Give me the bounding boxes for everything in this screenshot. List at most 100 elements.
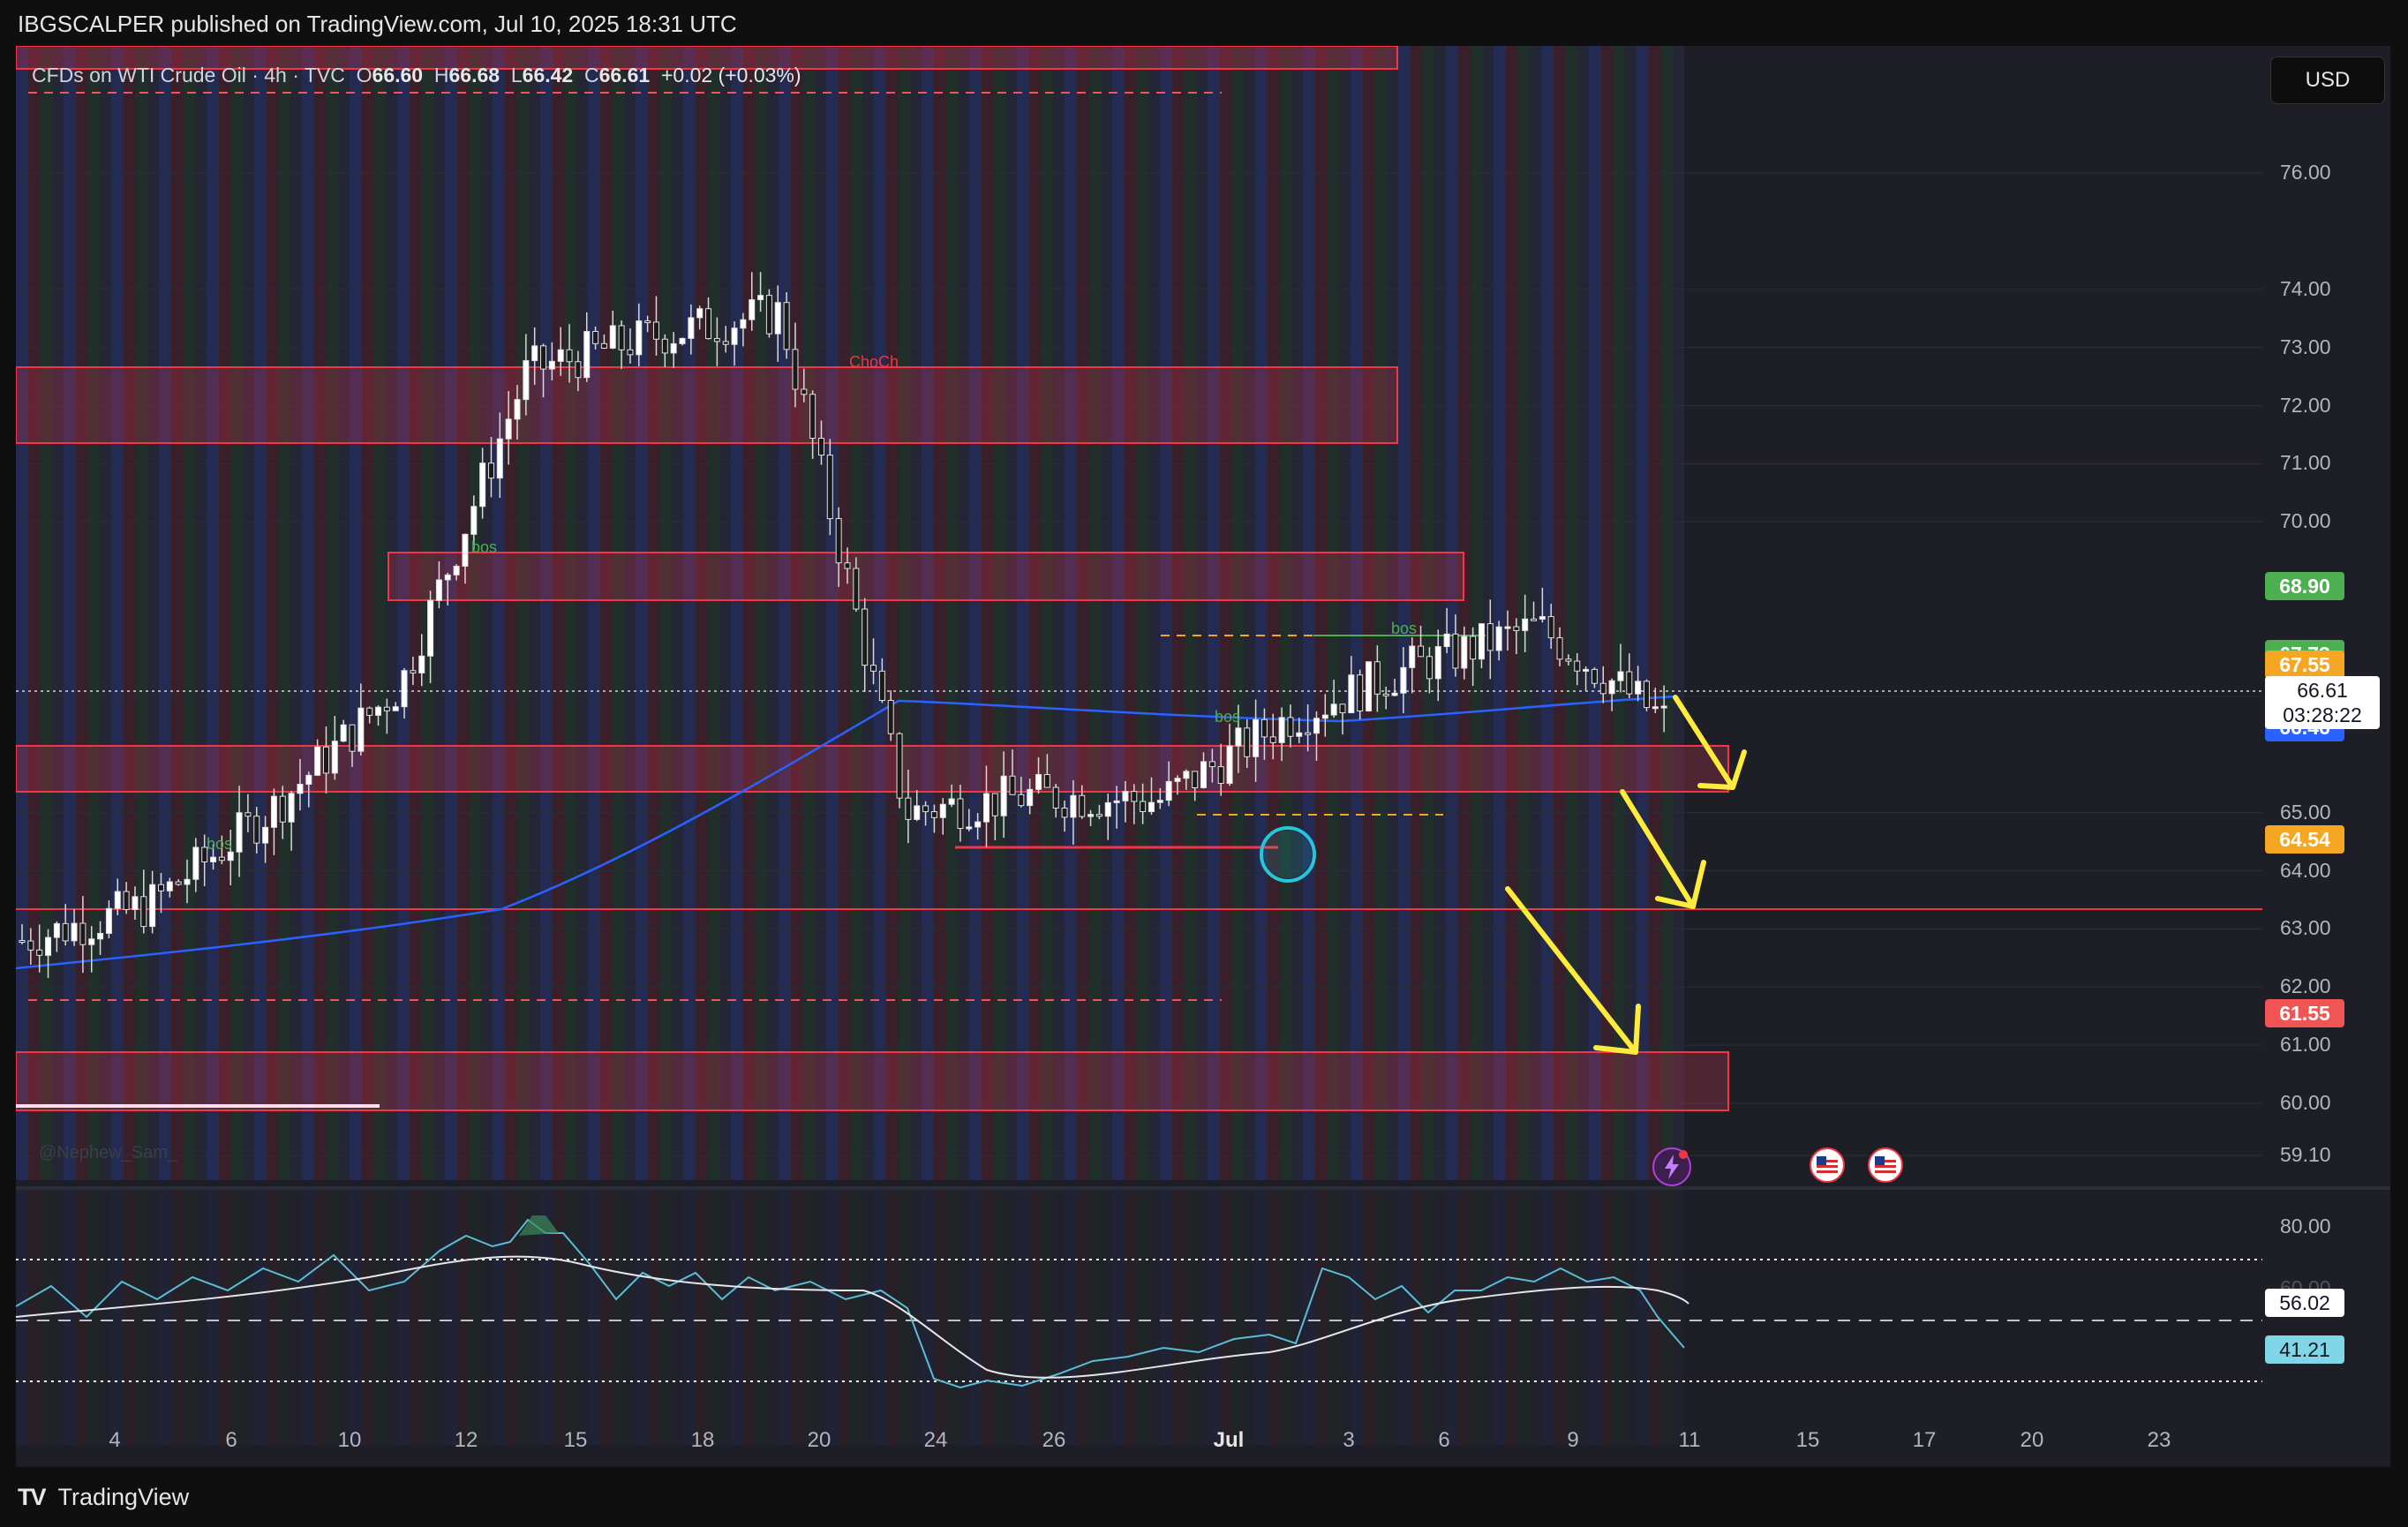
us-flag-event-icon[interactable] [1810, 1147, 1845, 1183]
candle-body [1156, 800, 1163, 803]
price-tick: 71.00 [2280, 451, 2331, 475]
candle-body [1565, 658, 1572, 662]
candle-body [618, 325, 625, 350]
background-stripes [16, 46, 1684, 1180]
candle-body [1513, 626, 1520, 631]
candle-body [53, 922, 60, 938]
candle-body [696, 308, 704, 319]
candle-body [462, 533, 469, 567]
zone-65 [16, 745, 1729, 793]
arrow-1 [1673, 695, 1735, 790]
candle-body [114, 891, 121, 909]
candle-body [600, 342, 607, 349]
candlesticks [19, 272, 1667, 979]
price-tick: 72.00 [2280, 393, 2331, 417]
candle-body [140, 896, 147, 928]
moving-average-line [16, 695, 1676, 970]
candle-body [1087, 814, 1095, 817]
candle-body [592, 331, 599, 344]
candle-body [1409, 645, 1416, 668]
time-label: 6 [225, 1428, 237, 1452]
candle-body [227, 851, 234, 861]
price-tick: 70.00 [2280, 509, 2331, 533]
candle-body [1400, 666, 1407, 694]
candle-body [1382, 693, 1389, 696]
candle-body [896, 733, 903, 799]
candle-body [418, 655, 425, 673]
candle-body [1192, 771, 1199, 788]
candle-body [749, 299, 756, 320]
candle-body [496, 438, 503, 479]
candle-body [1426, 656, 1433, 680]
candle-body [1599, 682, 1607, 695]
candle-body [1226, 745, 1233, 785]
candle-body [236, 812, 243, 853]
candle-body [1208, 761, 1215, 768]
tradingview-logo-icon[interactable]: TV [18, 1484, 46, 1510]
candle-body [1104, 801, 1111, 817]
price-badge: 67.55 [2265, 650, 2344, 679]
candle-body [331, 741, 338, 774]
rsi-line [16, 1218, 1685, 1389]
candle-body [1079, 794, 1086, 817]
time-label: 12 [454, 1428, 478, 1452]
candle-body [731, 327, 738, 345]
candle-body [45, 937, 52, 956]
candle-body [1278, 717, 1285, 743]
candle-body [1443, 633, 1450, 648]
candle-body [922, 805, 929, 813]
candle-body [1052, 786, 1059, 809]
current-price-badge: 66.61 03:28:22 [2265, 676, 2380, 729]
arrow-2-head [1655, 860, 1706, 909]
candle-body [1366, 661, 1373, 711]
price-tick: 61.00 [2280, 1033, 2331, 1057]
candle-body [1183, 771, 1190, 779]
candle-body [1626, 671, 1633, 695]
candle-body [62, 922, 69, 942]
candle-body [27, 940, 34, 951]
candle-body [245, 812, 252, 817]
chart-area[interactable] [16, 46, 2390, 1467]
candle-body [870, 665, 877, 672]
candle-body [357, 707, 365, 752]
price-tick: 63.00 [2280, 916, 2331, 940]
candle-body [1287, 717, 1294, 737]
close-value: 66.61 [598, 64, 651, 87]
bos-label-3: bos [1215, 708, 1241, 726]
candle-body [966, 826, 973, 830]
rsi-tick-80: 80.00 [2280, 1215, 2331, 1237]
footer-brand[interactable]: TradingView [57, 1484, 190, 1510]
candle-body [783, 302, 790, 350]
candle-body [636, 320, 643, 356]
candle-body [201, 846, 208, 862]
lightning-event-icon[interactable] [1652, 1147, 1691, 1186]
close-label: C [584, 64, 599, 87]
candle-body [71, 922, 78, 942]
us-flag-event-icon-2[interactable] [1868, 1147, 1903, 1183]
candle-body [322, 746, 329, 774]
candle-body [566, 349, 573, 363]
price-tick: 76.00 [2280, 161, 2331, 184]
candle-body [1313, 718, 1320, 734]
price-chart-svg[interactable] [16, 46, 2390, 1467]
candle-body [1348, 674, 1355, 714]
candle-body [609, 325, 616, 349]
symbol-name: CFDs on WTI Crude Oil · 4h · TVC [32, 64, 345, 87]
time-label: 9 [1567, 1428, 1579, 1452]
candle-body [383, 706, 390, 711]
bos-label-1: bos [207, 835, 233, 853]
currency-button[interactable]: USD [2270, 56, 2385, 104]
candle-body [479, 463, 486, 508]
candle-body [1000, 775, 1007, 816]
candle-body [1043, 774, 1050, 788]
candle-body [757, 295, 764, 301]
candle-body [1165, 780, 1172, 801]
current-price: 66.61 [2297, 679, 2348, 702]
lightning-glyph [1665, 1150, 1688, 1179]
price-badge: 68.90 [2265, 571, 2344, 600]
candle-body [79, 922, 87, 945]
candle-body [1556, 637, 1563, 660]
high-value: 66.68 [448, 64, 500, 87]
candle-body [1591, 668, 1598, 684]
time-label: 11 [1678, 1428, 1701, 1452]
